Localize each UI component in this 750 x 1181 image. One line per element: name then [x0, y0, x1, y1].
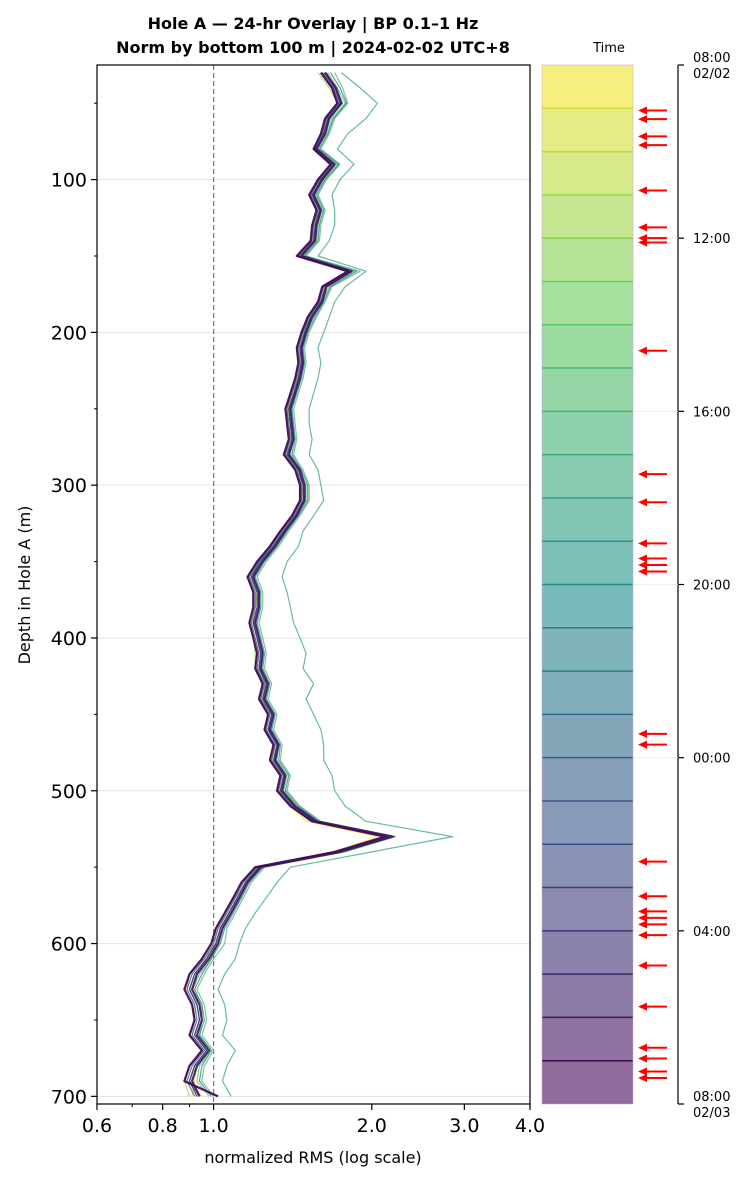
event-arrow-head — [638, 961, 647, 970]
x-tick-label: 3.0 — [449, 1115, 479, 1137]
colorbar-band — [542, 974, 633, 1018]
event-arrow-head — [638, 470, 647, 479]
event-arrow-head — [638, 1002, 647, 1011]
plot-frame — [96, 64, 531, 1105]
time-tick-label: 12:00 — [693, 232, 730, 247]
y-tick-label: 200 — [51, 322, 87, 344]
time-tick-label: 08:00 02/03 — [693, 1090, 730, 1121]
y-tick-label: 700 — [51, 1086, 87, 1108]
event-arrow-head — [638, 238, 647, 247]
x-tick-label: 2.0 — [357, 1115, 387, 1137]
x-tick-label: 1.0 — [198, 1115, 228, 1137]
event-arrow-head — [638, 141, 647, 150]
event-arrow-head — [638, 740, 647, 749]
time-tick-label: 16:00 — [693, 405, 730, 420]
event-arrow-head — [638, 186, 647, 195]
event-arrow-head — [638, 1074, 647, 1083]
time-tick-label: 00:00 — [693, 752, 730, 767]
event-arrow-head — [638, 539, 647, 548]
colorbar-band — [542, 671, 633, 715]
colorbar-band — [542, 1017, 633, 1061]
event-arrow-head — [638, 729, 647, 738]
x-axis-label: normalized RMS (log scale) — [204, 1148, 421, 1167]
event-arrow-head — [638, 561, 647, 570]
series-line-7 — [194, 72, 396, 1097]
colorbar-band — [542, 844, 633, 888]
colorbar-band — [542, 887, 633, 931]
y-tick-label: 100 — [51, 170, 87, 192]
event-arrow-head — [638, 498, 647, 507]
colorbar-band — [542, 194, 633, 239]
colorbar-label: Time — [592, 41, 625, 56]
event-arrow-head — [638, 346, 647, 355]
colorbar-band — [542, 65, 633, 109]
plot-area: 100 200 300 400 500 600 700 0.6 0.8 1.0 2.0 3.0 4.0 — [51, 64, 545, 1137]
colorbar-band — [542, 714, 633, 758]
chart-subtitle: Norm by bottom 100 m | 2024-02-02 UTC+8 — [116, 38, 510, 58]
colorbar-band — [542, 368, 633, 412]
event-arrow-head — [638, 554, 647, 563]
event-arrow-head — [638, 106, 647, 115]
chart-title: Hole A — 24-hr Overlay | BP 0.1–1 Hz — [148, 14, 479, 34]
series-line-4 — [196, 72, 397, 1097]
colorbar-band — [542, 238, 633, 282]
x-tick-label: 0.8 — [148, 1115, 178, 1137]
colorbar-band — [542, 151, 633, 195]
x-tick-label: 4.0 — [515, 1115, 545, 1137]
time-tick-label: 08:00 02/02 — [693, 51, 730, 82]
event-arrow-head — [638, 567, 647, 576]
y-tick-label: 400 — [51, 628, 87, 650]
series-line-10 — [188, 72, 391, 1097]
y-axis-label: Depth in Hole A (m) — [15, 506, 34, 665]
colorbar-band — [542, 281, 633, 325]
event-arrow-head — [638, 1054, 647, 1063]
time-tick-label: 04:00 — [693, 925, 730, 940]
colorbar: 08:00 02/02 12:00 16:00 20:00 00:00 04:00 08:00… — [541, 51, 730, 1121]
y-tick-label: 300 — [51, 475, 87, 497]
colorbar-band — [542, 108, 633, 152]
event-arrow-head — [638, 223, 647, 232]
colorbar-band — [542, 800, 633, 845]
colorbar-band — [542, 454, 633, 498]
event-arrow-head — [638, 1067, 647, 1076]
event-arrow-head — [638, 857, 647, 866]
colorbar-band — [542, 1060, 633, 1104]
event-arrow-head — [638, 1043, 647, 1052]
event-arrow-head — [638, 907, 647, 916]
event-arrow-head — [638, 913, 647, 922]
y-tick-label: 500 — [51, 781, 87, 803]
series-line-11 — [191, 71, 394, 1097]
series-line-12 — [183, 71, 387, 1098]
series-line-5 — [217, 72, 454, 1097]
y-tick-label: 600 — [51, 934, 87, 956]
event-arrow-head — [638, 892, 647, 901]
event-arrow-head — [638, 115, 647, 124]
colorbar-band — [542, 930, 633, 975]
colorbar-band — [542, 757, 633, 801]
colorbar-band — [542, 627, 633, 672]
colorbar-band — [542, 584, 633, 628]
colorbar-band — [542, 497, 633, 542]
time-tick-label: 20:00 — [693, 579, 730, 594]
colorbar-band — [542, 411, 633, 455]
event-arrow-head — [638, 920, 647, 929]
colorbar-band — [542, 324, 633, 369]
event-arrow-head — [638, 132, 647, 141]
colorbar-band — [542, 541, 633, 585]
x-tick-label: 0.6 — [82, 1115, 112, 1137]
event-arrow-head — [638, 931, 647, 940]
